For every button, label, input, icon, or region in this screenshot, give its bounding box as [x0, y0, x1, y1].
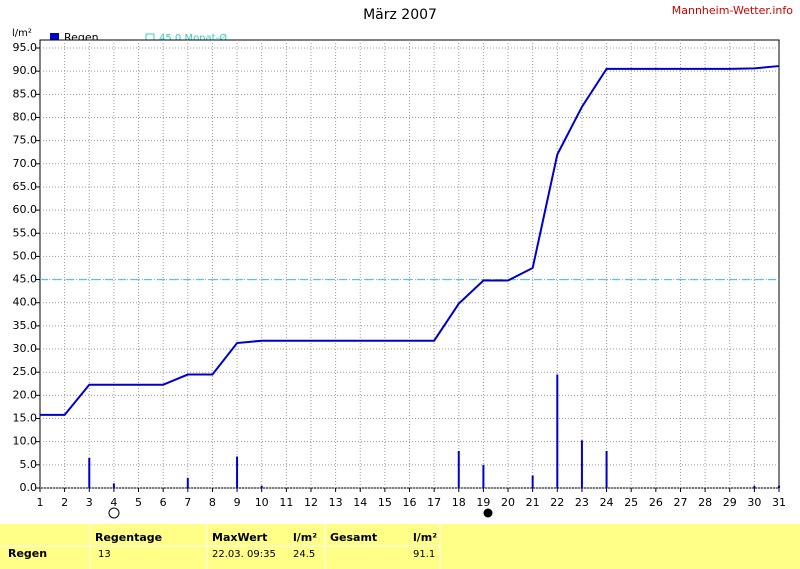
y-tick-label: 40.0 — [13, 296, 38, 309]
y-tick-label: 85.0 — [13, 87, 38, 100]
table-cell: 91.1 — [413, 549, 435, 560]
x-tick-label: 13 — [329, 496, 343, 509]
table-header: l/m² — [293, 531, 317, 544]
table-header: l/m² — [413, 531, 437, 544]
y-tick-label: 10.0 — [13, 435, 38, 448]
x-tick-label: 5 — [135, 496, 142, 509]
legend-swatch — [50, 33, 59, 42]
moon-full — [483, 508, 493, 518]
bar — [112, 483, 115, 488]
plot-area — [39, 39, 780, 489]
x-tick-label: 12 — [304, 496, 318, 509]
bar — [457, 450, 460, 488]
table-header: Gesamt — [330, 531, 377, 544]
x-tick-label: 3 — [86, 496, 93, 509]
y-tick-label: 65.0 — [13, 180, 38, 193]
x-tick-label: 24 — [600, 496, 614, 509]
y-tick-label: 45.0 — [13, 273, 38, 286]
table-header: Regentage — [95, 531, 162, 544]
y-tick-label: 70.0 — [13, 157, 38, 170]
y-tick-label: 15.0 — [13, 412, 38, 425]
y-tick-label: 75.0 — [13, 134, 38, 147]
y-tick-label: 0.0 — [20, 481, 38, 494]
x-tick-label: 14 — [353, 496, 367, 509]
x-tick-label: 20 — [501, 496, 515, 509]
x-tick-label: 11 — [279, 496, 293, 509]
x-tick-label: 15 — [378, 496, 392, 509]
y-tick-label: 55.0 — [13, 226, 38, 239]
x-tick-label: 1 — [37, 496, 44, 509]
x-tick-label: 21 — [526, 496, 540, 509]
y-axis-label: l/m² — [12, 28, 32, 39]
y-tick-label: 35.0 — [13, 319, 38, 332]
x-tick-label: 18 — [452, 496, 466, 509]
chart-title: März 2007 — [363, 7, 437, 23]
x-tick-label: 17 — [427, 496, 441, 509]
x-tick-label: 27 — [673, 496, 687, 509]
x-tick-label: 4 — [110, 496, 117, 509]
x-tick-label: 29 — [723, 496, 737, 509]
x-tick-label: 16 — [403, 496, 417, 509]
bar — [482, 464, 485, 488]
y-tick-label: 30.0 — [13, 342, 38, 355]
bar — [531, 475, 534, 488]
moon-new — [108, 507, 120, 519]
y-tick-label: 5.0 — [20, 458, 38, 471]
bar — [753, 485, 756, 488]
x-tick-label: 30 — [747, 496, 761, 509]
x-tick-label: 22 — [550, 496, 564, 509]
bar — [778, 485, 780, 488]
x-tick-label: 28 — [698, 496, 712, 509]
bar — [260, 485, 263, 488]
bar — [556, 374, 559, 488]
y-tick-label: 90.0 — [13, 64, 38, 77]
x-tick-label: 9 — [234, 496, 241, 509]
source: Mannheim-Wetter.info — [672, 4, 794, 17]
y-tick-label: 80.0 — [13, 110, 38, 123]
x-tick-label: 23 — [575, 496, 589, 509]
table-cell: 22.03. 09:35 — [212, 549, 276, 560]
y-tick-label: 60.0 — [13, 203, 38, 216]
y-tick-label: 25.0 — [13, 365, 38, 378]
x-tick-label: 7 — [184, 496, 191, 509]
x-tick-label: 6 — [160, 496, 167, 509]
x-tick-label: 26 — [649, 496, 663, 509]
cumulative-line — [40, 65, 780, 416]
table-cell: 24.5 — [293, 549, 315, 560]
x-tick-label: 2 — [61, 496, 68, 509]
bar — [236, 456, 239, 488]
y-tick-label: 50.0 — [13, 249, 38, 262]
bar — [88, 457, 91, 488]
x-tick-label: 10 — [255, 496, 269, 509]
table-row-label: Regen — [8, 547, 47, 560]
x-tick-label: 31 — [772, 496, 786, 509]
y-tick-label: 95.0 — [13, 41, 38, 54]
table-lines — [0, 524, 441, 569]
x-tick-label: 25 — [624, 496, 638, 509]
bar — [186, 477, 189, 488]
bar — [580, 440, 583, 488]
table-cell: 13 — [98, 549, 111, 560]
x-tick-label: 8 — [209, 496, 216, 509]
y-tick-label: 20.0 — [13, 388, 38, 401]
x-tick-label: 19 — [476, 496, 490, 509]
bar — [605, 450, 608, 488]
table-header: MaxWert — [212, 531, 267, 544]
